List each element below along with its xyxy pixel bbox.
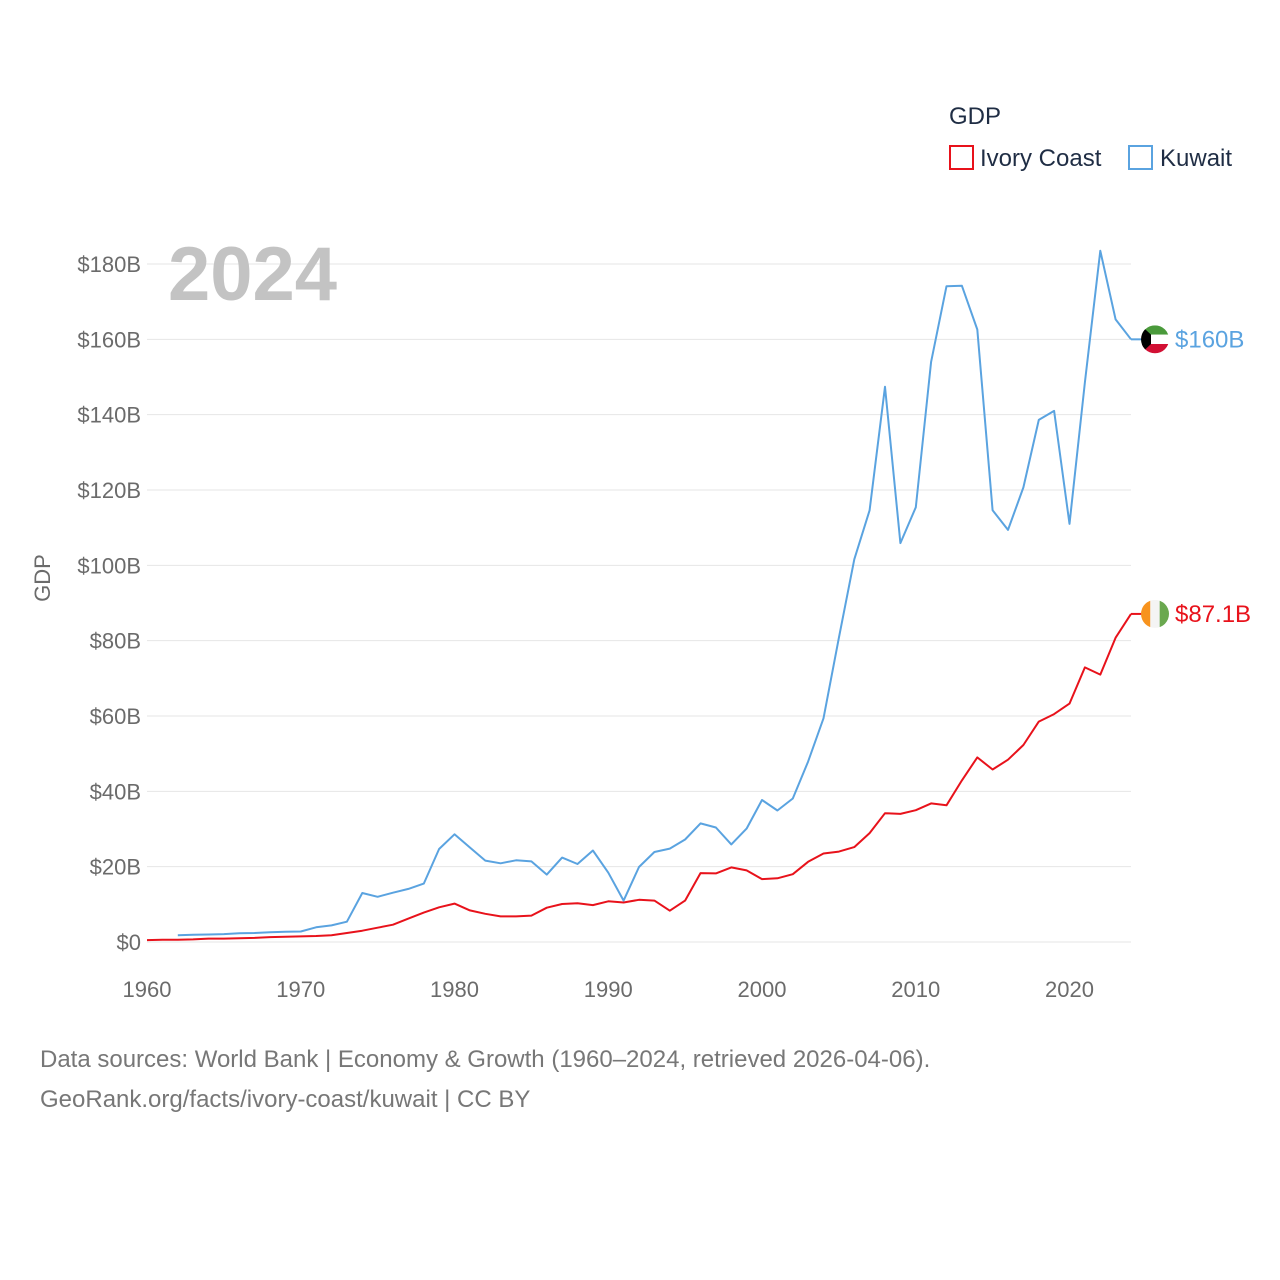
end-label-kuwait: $160B [1175, 326, 1244, 353]
x-tick-label: 2010 [891, 977, 940, 1002]
end-labels: $87.1B $160B [1131, 325, 1251, 628]
footer-attribution: GeoRank.org/facts/ivory-coast/kuwait | C… [40, 1086, 531, 1113]
series-line-ivory-coast [146, 613, 1132, 942]
y-axis-label: GDP [30, 554, 55, 602]
y-tick-label: $80B [90, 629, 141, 654]
footer-sources: Data sources: World Bank | Economy & Gro… [40, 1046, 931, 1073]
legend-label-kuwait: Kuwait [1160, 145, 1232, 172]
footer: Data sources: World Bank | Economy & Gro… [40, 1040, 930, 1120]
x-tick-label: 1970 [276, 977, 325, 1002]
series-lines [146, 249, 1132, 942]
grid-lines [147, 263, 1131, 943]
year-label: 2024 [168, 232, 337, 317]
x-tick-label: 1990 [584, 977, 633, 1002]
kuwait-flag-icon [1141, 325, 1169, 354]
legend-label-ivory-coast: Ivory Coast [980, 145, 1102, 172]
x-tick-label: 2000 [738, 977, 787, 1002]
x-tick-label: 1980 [430, 977, 479, 1002]
end-label-ivory-coast: $87.1B [1175, 601, 1251, 628]
legend-swatch-kuwait [1128, 145, 1153, 170]
y-tick-label: $160B [77, 327, 141, 352]
y-tick-label: $120B [77, 478, 141, 503]
y-tick-label: $0 [117, 930, 141, 955]
legend-title: GDP [949, 103, 1001, 130]
y-axis-ticks: $0 $20B $40B $60B $80B $100B $120B $140B $160B $1… [77, 252, 141, 955]
x-tick-label: 1960 [123, 977, 172, 1002]
y-tick-label: $60B [90, 704, 141, 729]
series-line-kuwait [177, 249, 1132, 937]
y-tick-label: $40B [90, 779, 141, 804]
y-tick-label: $180B [77, 252, 141, 277]
y-tick-label: $100B [77, 553, 141, 578]
legend-swatch-ivory-coast [949, 145, 974, 170]
y-tick-label: $140B [77, 403, 141, 428]
y-tick-label: $20B [90, 855, 141, 880]
x-axis-ticks: 1960 1970 1980 1990 2000 2010 2020 [123, 977, 1094, 1002]
legend: GDP Ivory Coast Kuwait [949, 103, 1232, 172]
x-tick-label: 2020 [1045, 977, 1094, 1002]
ivory-coast-flag-icon [1141, 599, 1169, 628]
